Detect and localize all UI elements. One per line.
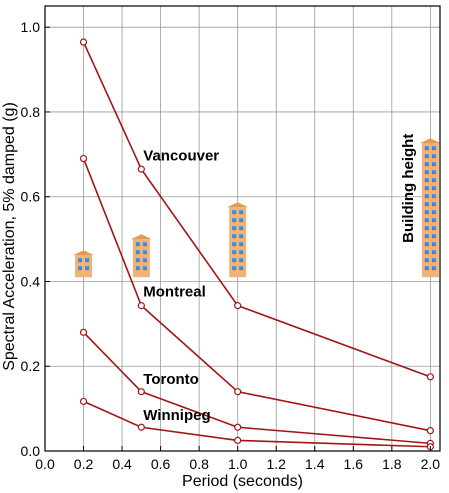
series-label: Montreal [143,283,206,300]
series-lines [79,38,434,451]
data-point [79,328,88,336]
data-point [137,165,145,173]
building-icon [227,202,249,278]
data-point [79,397,88,406]
data-point [426,427,434,435]
series-line [82,158,431,432]
data-point [79,154,88,163]
series-label: Vancouver [143,148,219,165]
x-tick-label: 0.8 [189,456,209,472]
x-tick-label: 1.8 [382,456,402,472]
x-axis-title: Period (seconds) [182,473,303,490]
y-tick-labels: 0.0 0.2 0.4 0.6 0.8 1.0 [21,19,50,459]
data-point [137,388,145,396]
data-point [79,38,88,46]
y-tick-label: 1.0 [21,19,41,35]
x-tick-label: 1.6 [344,456,364,472]
x-tick-label: 1.0 [228,456,248,472]
y-tick-label: 0.2 [21,358,41,374]
series-line [82,331,431,445]
series-labels: Vancouver Montreal Toronto Winnipeg [143,148,219,424]
data-point [234,436,242,445]
building-icon [73,250,95,278]
y-tick-label: 0.0 [21,443,41,459]
series-label: Winnipeg [143,407,210,424]
x-tick-label: 0.4 [112,456,132,472]
buildings [73,138,441,278]
series-line [83,400,431,448]
y-tick-label: 0.4 [21,273,41,289]
building-icon [130,234,152,278]
y-tick-label: 0.6 [21,189,41,205]
x-tick-label: 2.0 [421,456,441,472]
building-height-label: Building height [400,134,417,243]
data-point [137,423,145,431]
x-tick-label: 1.2 [266,456,286,472]
series-label: Toronto [143,371,199,388]
series-line [82,41,431,378]
x-tick-label: 1.4 [305,456,325,472]
x-tick-labels: 0.0 0.2 0.4 0.6 0.8 1.0 1.2 1.4 1.6 1.8 2.0 [35,446,440,472]
data-point [426,373,434,381]
building-icon [419,138,441,278]
data-point [137,302,145,310]
y-axis-title: Spectral Acceleration, 5% damped (g) [1,102,18,371]
data-point [234,302,242,310]
y-tick-label: 0.8 [21,104,41,120]
x-tick-label: 0.0 [35,456,55,472]
x-tick-label: 0.6 [151,456,171,472]
data-point [234,388,242,396]
x-tick-label: 0.2 [74,456,94,472]
plot-frame [44,5,441,452]
data-point [234,423,242,431]
